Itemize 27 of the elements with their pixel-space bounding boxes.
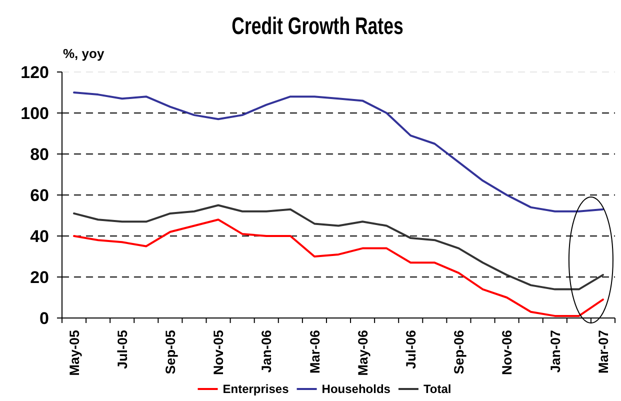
chart-title: Credit Growth Rates <box>232 14 404 40</box>
y-tick-label: 100 <box>20 104 49 124</box>
x-tick-label: Sep-05 <box>163 330 178 374</box>
x-tick-label: Mar-07 <box>596 330 611 374</box>
x-tick-label: Sep-06 <box>452 330 467 374</box>
y-tick-label: 60 <box>30 186 49 206</box>
x-tick-label: May-06 <box>355 330 370 376</box>
x-tick-label: Jul-06 <box>403 330 418 370</box>
legend-label: Households <box>322 382 391 396</box>
x-tick-label: Nov-05 <box>211 330 226 376</box>
x-tick-label: Jan-07 <box>548 330 563 373</box>
x-tick-label: Jan-06 <box>259 330 274 373</box>
x-tick-label: Jul-05 <box>114 330 130 370</box>
y-tick-label: 80 <box>30 145 49 164</box>
y-tick-label: 0 <box>40 309 49 328</box>
x-tick-label: May-05 <box>66 330 82 376</box>
line-series <box>73 218 604 317</box>
y-tick-label: 40 <box>30 227 49 246</box>
line-series <box>73 92 604 212</box>
legend-label: Total <box>423 382 452 396</box>
x-tick-label: Mar-06 <box>307 330 322 374</box>
legend-label: Enterprises <box>222 382 290 396</box>
line-series <box>73 204 604 290</box>
y-axis-title: %, yoy <box>63 46 105 61</box>
x-tick-label: Nov-06 <box>500 330 515 376</box>
y-tick-label: 20 <box>30 268 49 288</box>
y-tick-label: 120 <box>20 63 49 82</box>
